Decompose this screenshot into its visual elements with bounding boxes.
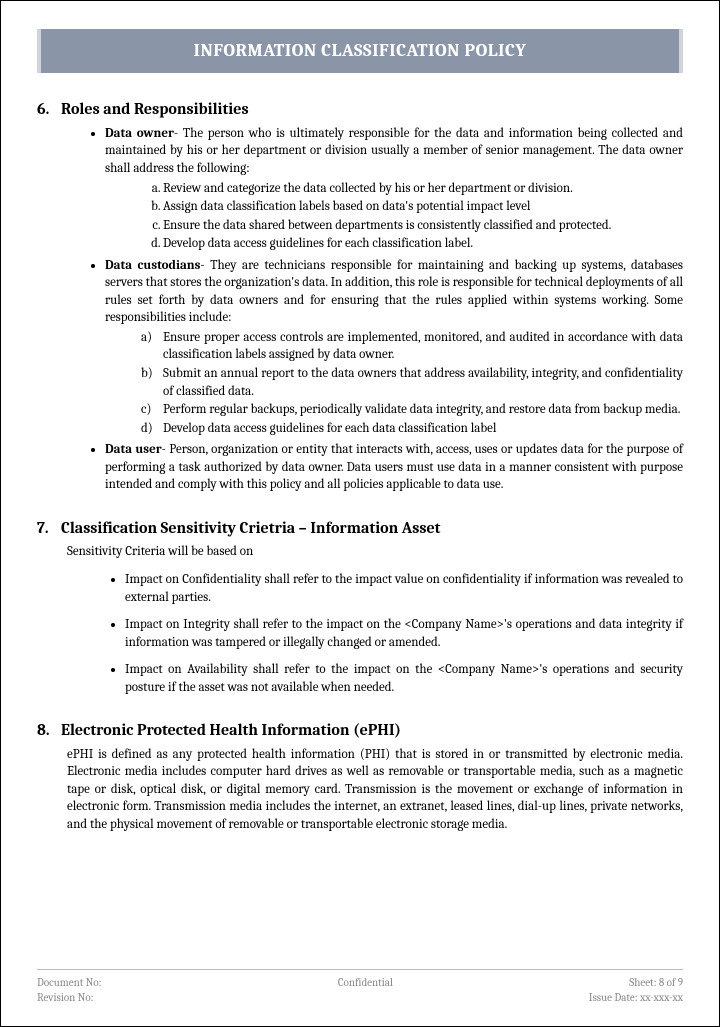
- s7-bullet: Impact on Integrity shall refer to the i…: [125, 616, 683, 651]
- footer-doc-no: Document No:: [37, 976, 102, 991]
- sub-item: Submit an annual report to the data owne…: [141, 365, 683, 400]
- section-8-number: 8.: [37, 720, 61, 742]
- section-8-title: Electronic Protected Health Information …: [61, 721, 401, 739]
- sub-item: Ensure the data shared between departmen…: [163, 217, 683, 235]
- section-8: 8.Electronic Protected Health Informatio…: [37, 720, 683, 833]
- role-data-custodians: Data custodians- They are technicians re…: [105, 257, 683, 437]
- role-name: Data user: [105, 442, 162, 457]
- footer-rev-no: Revision No:: [37, 991, 94, 1006]
- section-6: 6.Roles and Responsibilities Data owner-…: [37, 99, 683, 494]
- section-7-heading: 7.Classification Sensitivity Crietria – …: [37, 518, 683, 540]
- section-8-heading: 8.Electronic Protected Health Informatio…: [37, 720, 683, 742]
- role-name: Data custodians: [105, 258, 200, 273]
- sub-item: Develop data access guidelines for each …: [163, 235, 683, 253]
- document-title-bar: INFORMATION CLASSIFICATION POLICY: [37, 29, 683, 73]
- footer-issue-date: Issue Date: xx-xxx-xx: [589, 991, 683, 1006]
- page-footer: Document No: Confidential Sheet: 8 of 9 …: [37, 969, 683, 1006]
- role-desc: Person, organization or entity that inte…: [105, 442, 683, 492]
- s7-bullet: Impact on Confidentiality shall refer to…: [125, 571, 683, 606]
- section-7-number: 7.: [37, 518, 61, 540]
- section-6-number: 6.: [37, 99, 61, 121]
- role-sep: -: [174, 126, 183, 141]
- role-data-owner: Data owner- The person who is ultimately…: [105, 125, 683, 253]
- section-6-heading: 6.Roles and Responsibilities: [37, 99, 683, 121]
- role-sublist: Review and categorize the data collected…: [105, 180, 683, 253]
- footer-confidential: Confidential: [102, 976, 630, 991]
- sub-item: Assign data classification labels based …: [163, 198, 683, 216]
- section-7: 7.Classification Sensitivity Crietria – …: [37, 518, 683, 696]
- sub-item: Ensure proper access controls are implem…: [141, 329, 683, 364]
- role-name: Data owner: [105, 126, 174, 141]
- s7-bullet: Impact on Availability shall refer to th…: [125, 661, 683, 696]
- section-8-body: ePHI is defined as any protected health …: [37, 746, 683, 834]
- role-desc: The person who is ultimately responsible…: [105, 126, 683, 176]
- section-7-title: Classification Sensitivity Crietria – In…: [61, 519, 441, 537]
- sub-item: Develop data access guidelines for each …: [141, 420, 683, 438]
- role-sublist: Ensure proper access controls are implem…: [105, 329, 683, 437]
- section-7-list: Impact on Confidentiality shall refer to…: [37, 571, 683, 696]
- sub-item: Review and categorize the data collected…: [163, 180, 683, 198]
- role-data-user: Data user- Person, organization or entit…: [105, 441, 683, 494]
- footer-sheet: Sheet: 8 of 9: [629, 976, 683, 991]
- section-6-title: Roles and Responsibilities: [61, 100, 249, 118]
- role-sep: -: [200, 258, 210, 273]
- section-7-intro: Sensitivity Criteria will be based on: [37, 543, 683, 561]
- sub-item: Perform regular backups, periodically va…: [141, 401, 683, 419]
- section-6-list: Data owner- The person who is ultimately…: [37, 125, 683, 494]
